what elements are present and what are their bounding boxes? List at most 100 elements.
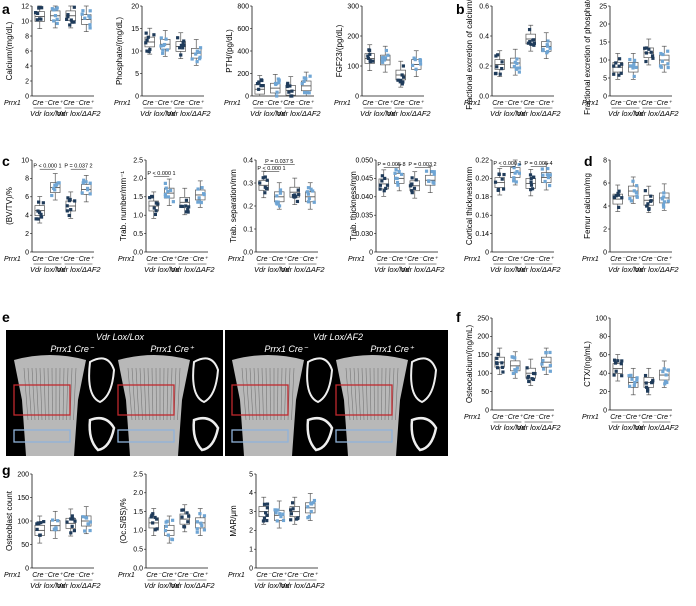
data-point [514, 180, 518, 184]
data-point [69, 517, 73, 521]
data-point [531, 377, 536, 382]
y-tick-label: 1.0 [133, 528, 143, 535]
data-point [541, 48, 545, 53]
trabecular-roi [117, 384, 175, 416]
category-label: Cre⁻ [177, 256, 193, 263]
data-point [150, 513, 154, 517]
trabecula [384, 367, 387, 421]
data-point [515, 170, 519, 174]
data-point [198, 46, 203, 50]
cortical-roi [13, 429, 71, 443]
data-point [495, 356, 499, 360]
category-label: Cre⁻ [146, 572, 162, 579]
trabecula [365, 367, 368, 421]
data-point [56, 519, 60, 523]
data-point [179, 204, 183, 208]
data-point [533, 371, 537, 376]
data-point [616, 359, 620, 363]
data-point [264, 511, 268, 515]
data-point [662, 367, 666, 371]
data-point [514, 67, 518, 71]
data-point [70, 524, 74, 528]
data-point [263, 175, 267, 179]
data-point [199, 200, 203, 205]
data-point [33, 11, 38, 15]
trabecula [66, 367, 69, 421]
data-point [531, 175, 536, 179]
data-point [501, 370, 505, 374]
row-label: Prrx1 [228, 572, 245, 579]
data-point [178, 46, 182, 50]
data-point [617, 73, 621, 77]
data-point [650, 381, 654, 385]
y-tick-label: 6 [603, 180, 607, 187]
data-point [612, 64, 616, 68]
data-point [305, 190, 309, 194]
data-point [511, 371, 515, 376]
data-point [529, 183, 534, 187]
tibia-shape [336, 355, 408, 456]
p-value: P = 0.005 4 [524, 161, 552, 167]
group-label: Vdr lox/ΔAF2 [56, 581, 101, 590]
data-point [162, 42, 167, 47]
row-label: Prrx1 [464, 256, 481, 263]
data-point [514, 369, 518, 374]
data-point [34, 217, 38, 221]
data-point [198, 512, 202, 516]
data-point [37, 5, 41, 10]
data-point [39, 17, 43, 21]
row-label: Prrx1 [582, 100, 599, 107]
data-point [202, 528, 207, 532]
y-tick-label: 200 [347, 33, 359, 40]
data-point [647, 207, 651, 211]
data-point [275, 90, 279, 94]
category-label: Cre⁻ [63, 100, 79, 107]
y-tick-label: 0.035 [355, 213, 373, 220]
data-point [197, 196, 201, 200]
data-point [281, 512, 285, 516]
y-tick-label: 4 [25, 63, 29, 70]
data-point [411, 63, 415, 67]
data-point [182, 43, 186, 47]
trabecula [143, 367, 147, 421]
cortical-roi [335, 429, 393, 443]
p-value: P = 0.003 2 [408, 162, 436, 168]
data-point [71, 517, 75, 521]
trabecula [73, 367, 77, 421]
data-point [513, 356, 517, 360]
data-point [612, 195, 617, 200]
data-point [500, 177, 504, 181]
data-point [163, 181, 167, 185]
category-label: Cre⁺ [79, 572, 95, 579]
category-label: Cre⁺ [303, 256, 319, 263]
bone-section [117, 355, 220, 456]
data-point [662, 191, 666, 195]
data-point [262, 516, 267, 520]
data-point [194, 52, 198, 56]
data-point [41, 201, 45, 205]
trabecula [269, 367, 271, 421]
data-point [666, 65, 670, 70]
data-point [182, 39, 186, 43]
data-point [643, 373, 648, 378]
trabecula [43, 367, 46, 421]
data-point [532, 41, 536, 45]
data-point [612, 358, 617, 362]
data-point [648, 199, 653, 203]
data-point [261, 519, 266, 523]
data-point [400, 82, 404, 86]
trabecula [241, 367, 247, 421]
data-point [263, 191, 267, 195]
trabecula [155, 367, 157, 421]
data-point [366, 56, 371, 60]
data-point [181, 46, 185, 50]
category-label: Cre⁻ [523, 414, 539, 421]
y-tick-label: 0.040 [355, 194, 373, 201]
data-point [383, 176, 387, 181]
category-label: Cre⁺ [303, 572, 319, 579]
y-tick-label: 0.045 [355, 176, 373, 183]
data-point [645, 204, 649, 208]
data-point [380, 179, 384, 183]
data-point [368, 59, 372, 63]
data-point [382, 189, 386, 193]
